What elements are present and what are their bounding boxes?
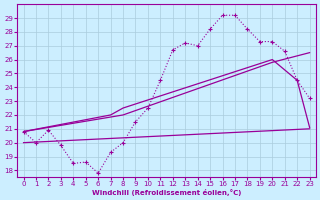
X-axis label: Windchill (Refroidissement éolien,°C): Windchill (Refroidissement éolien,°C) xyxy=(92,189,241,196)
